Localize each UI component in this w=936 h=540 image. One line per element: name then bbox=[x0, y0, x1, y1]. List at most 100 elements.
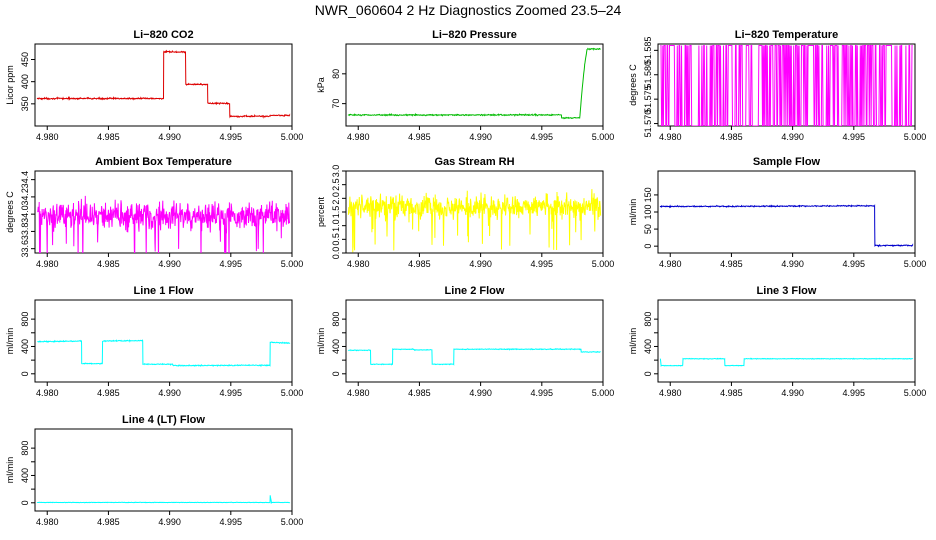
panel-title: Line 1 Flow bbox=[134, 285, 194, 297]
panel-title: Sample Flow bbox=[753, 156, 821, 168]
x-tick-label: 5.000 bbox=[592, 259, 615, 269]
chart-panel-7: Line 1 Flow 4.980 4.985 4.990 4.995 5.000 0 400… bbox=[5, 285, 303, 398]
x-tick-label: 5.000 bbox=[281, 259, 304, 269]
x-tick-label: 5.000 bbox=[592, 132, 615, 142]
y-tick-label: 3.0 bbox=[331, 165, 341, 178]
x-tick-label: 4.985 bbox=[408, 388, 431, 398]
chart-panel-9: Line 3 Flow 4.980 4.985 4.990 4.995 5.000 0 400… bbox=[628, 285, 926, 398]
x-tick-label: 4.990 bbox=[781, 259, 804, 269]
y-tick-label: 400 bbox=[331, 339, 341, 354]
chart-panel-1: Li−820 CO2 4.980 4.985 4.990 4.995 5.000 350 40… bbox=[5, 29, 303, 142]
chart-panel-8: Line 2 Flow 4.980 4.985 4.990 4.995 5.000 0 400… bbox=[316, 285, 614, 398]
y-axis-label: ml/min bbox=[5, 457, 15, 484]
y-tick-label: 800 bbox=[20, 312, 30, 327]
y-tick-label: 34.4 bbox=[20, 171, 30, 189]
y-tick-label: 1.0 bbox=[331, 219, 341, 232]
x-tick-label: 4.990 bbox=[781, 388, 804, 398]
x-tick-label: 4.990 bbox=[781, 132, 804, 142]
x-tick-label: 4.985 bbox=[97, 132, 120, 142]
y-tick-label: 350 bbox=[20, 96, 30, 111]
x-tick-label: 4.985 bbox=[97, 517, 120, 527]
panel-title: Li−820 Temperature bbox=[735, 29, 838, 41]
y-tick-label: 0 bbox=[20, 500, 30, 505]
x-tick-label: 4.980 bbox=[347, 388, 370, 398]
panel-title: Line 4 (LT) Flow bbox=[122, 414, 205, 426]
chart-panel-3: Li−820 Temperature 4.980 4.985 4.990 4.995 5.… bbox=[628, 29, 926, 142]
panel-title: Li−820 Pressure bbox=[432, 29, 517, 41]
y-tick-label: 70 bbox=[331, 99, 341, 109]
panel-grid: Li−820 CO2 4.980 4.985 4.990 4.995 5.000 350 40… bbox=[5, 29, 926, 527]
x-tick-label: 5.000 bbox=[281, 517, 304, 527]
x-tick-label: 4.985 bbox=[408, 259, 431, 269]
y-axis-label: ml/min bbox=[628, 328, 638, 355]
plot-frame bbox=[345, 299, 604, 383]
x-tick-label: 4.980 bbox=[659, 259, 682, 269]
y-tick-label: 33.6 bbox=[20, 240, 30, 258]
x-tick-label: 4.985 bbox=[408, 132, 431, 142]
y-tick-label: 80 bbox=[331, 69, 341, 79]
y-tick-label: 800 bbox=[20, 441, 30, 456]
x-tick-label: 5.000 bbox=[904, 388, 927, 398]
panel-title: Ambient Box Temperature bbox=[95, 156, 232, 168]
x-tick-label: 4.980 bbox=[659, 132, 682, 142]
plot-frame bbox=[345, 43, 604, 127]
y-tick-label: 51.580 bbox=[643, 61, 653, 89]
y-tick-label: 800 bbox=[331, 312, 341, 327]
x-tick-label: 5.000 bbox=[281, 132, 304, 142]
x-tick-label: 5.000 bbox=[592, 388, 615, 398]
panel-title: Gas Stream RH bbox=[434, 156, 514, 168]
y-axis-label: kPa bbox=[316, 77, 326, 93]
x-tick-label: 5.000 bbox=[281, 388, 304, 398]
chart-panel-6: Sample Flow 4.980 4.985 4.990 4.995 5.000 0 50 1… bbox=[628, 156, 926, 269]
series-line bbox=[347, 347, 601, 366]
y-tick-label: 150 bbox=[643, 187, 653, 202]
plot-frame bbox=[657, 299, 916, 383]
y-tick-label: 34.2 bbox=[20, 188, 30, 206]
plot-frame bbox=[34, 299, 293, 383]
x-tick-label: 4.985 bbox=[720, 388, 743, 398]
series-line bbox=[659, 357, 914, 368]
y-axis-label: percent bbox=[316, 196, 326, 227]
x-tick-label: 4.990 bbox=[158, 388, 181, 398]
y-tick-label: 0 bbox=[643, 371, 653, 376]
y-axis-label: degrees C bbox=[5, 191, 15, 233]
y-tick-label: 2.0 bbox=[331, 192, 341, 205]
x-tick-label: 4.995 bbox=[220, 132, 243, 142]
figure-title: NWR_060604 2 Hz Diagnostics Zoomed 23.5–… bbox=[315, 2, 622, 18]
plot-frame bbox=[657, 170, 916, 254]
series-line bbox=[347, 47, 601, 120]
y-tick-label: 400 bbox=[20, 339, 30, 354]
chart-panel-2: Li−820 Pressure 4.980 4.985 4.990 4.995 5.000… bbox=[316, 29, 614, 142]
x-tick-label: 4.990 bbox=[469, 132, 492, 142]
y-tick-label: 2.5 bbox=[331, 178, 341, 191]
x-tick-label: 4.995 bbox=[220, 388, 243, 398]
panel-title: Line 3 Flow bbox=[757, 285, 817, 297]
x-tick-label: 4.980 bbox=[347, 132, 370, 142]
x-tick-label: 4.990 bbox=[158, 259, 181, 269]
x-tick-label: 4.980 bbox=[36, 517, 59, 527]
y-tick-label: 0 bbox=[331, 371, 341, 376]
x-tick-label: 4.990 bbox=[469, 259, 492, 269]
y-tick-label: 0 bbox=[20, 371, 30, 376]
y-tick-label: 800 bbox=[643, 312, 653, 327]
y-tick-label: 50 bbox=[643, 224, 653, 234]
x-tick-label: 4.995 bbox=[531, 388, 554, 398]
plot-frame bbox=[657, 43, 916, 127]
y-tick-label: 0.5 bbox=[331, 233, 341, 246]
y-tick-label: 0.0 bbox=[331, 247, 341, 260]
y-axis-label: ml/min bbox=[628, 199, 638, 226]
series-line bbox=[660, 45, 913, 126]
plot-frame bbox=[34, 428, 293, 512]
x-tick-label: 4.985 bbox=[720, 259, 743, 269]
x-tick-label: 4.990 bbox=[469, 388, 492, 398]
y-tick-label: 33.8 bbox=[20, 223, 30, 241]
series-line bbox=[37, 195, 291, 253]
x-tick-label: 4.980 bbox=[36, 388, 59, 398]
y-tick-label: 1.5 bbox=[331, 206, 341, 219]
y-tick-label: 100 bbox=[643, 204, 653, 219]
x-tick-label: 4.995 bbox=[220, 259, 243, 269]
chart-panel-10: Line 4 (LT) Flow 4.980 4.985 4.990 4.995 5.00… bbox=[5, 414, 303, 527]
x-tick-label: 4.985 bbox=[97, 388, 120, 398]
x-tick-label: 4.995 bbox=[531, 259, 554, 269]
y-tick-label: 34.0 bbox=[20, 205, 30, 223]
